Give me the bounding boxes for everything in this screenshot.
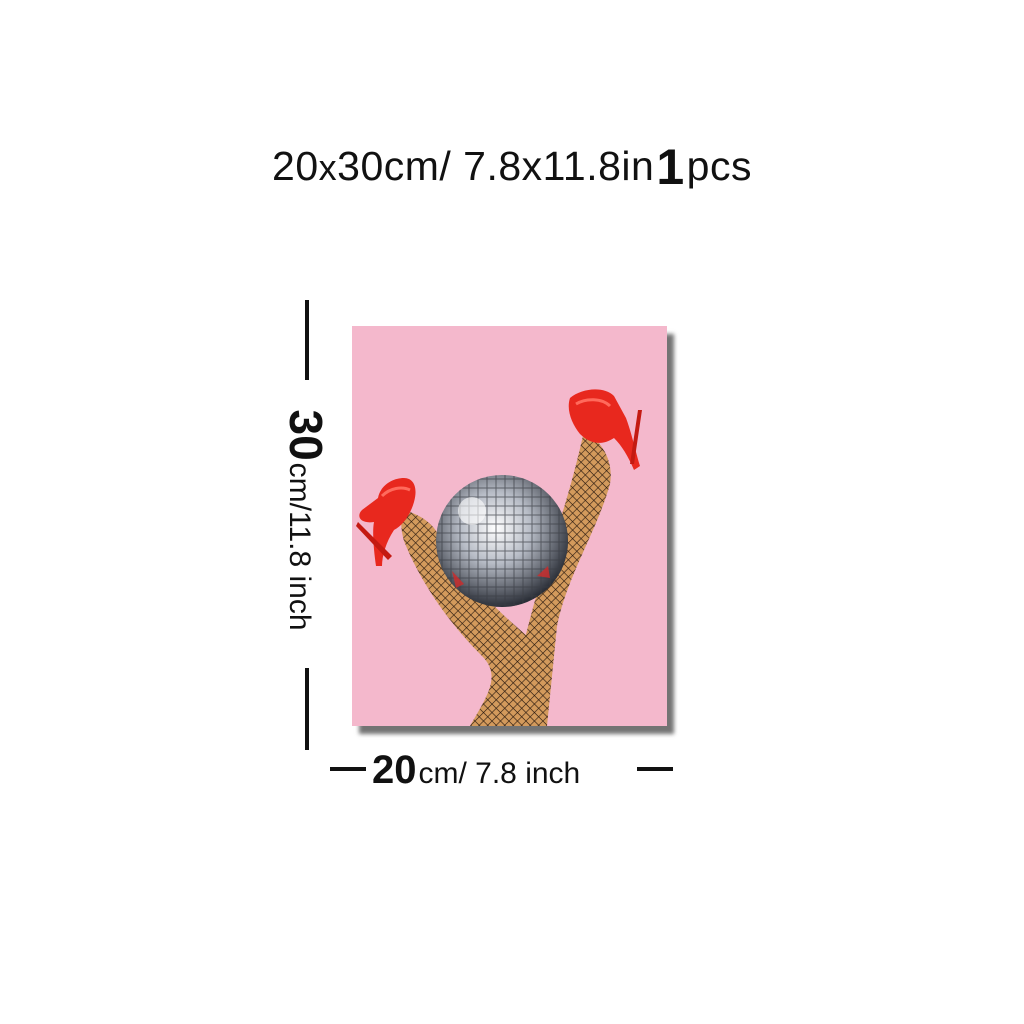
product-size-headline: 20x30cm/ 7.8x11.8in1pcs [0, 138, 1024, 193]
disco-ball [436, 475, 568, 607]
headline-quantity: 1 [656, 139, 685, 195]
left-red-shoe [356, 478, 416, 566]
right-red-shoe [568, 389, 642, 470]
height-dimension-line-bottom [305, 668, 309, 750]
height-unit: cm/11.8 inch [283, 462, 316, 631]
height-dimension-line-top [305, 300, 309, 380]
poster-artwork [356, 389, 642, 726]
height-dimension-label: 30cm/11.8 inch [279, 409, 333, 630]
width-dimension-label: 20cm/ 7.8 inch [372, 748, 580, 793]
width-unit: cm/ 7.8 inch [418, 757, 581, 790]
headline-width: 20 [272, 143, 319, 189]
left-leg [401, 511, 544, 726]
headline-times: x [318, 147, 338, 188]
poster-image [352, 326, 667, 726]
headline-size: 30cm/ 7.8x11.8in [337, 143, 655, 189]
width-dimension-line-right [637, 767, 673, 771]
width-dimension-line-left [330, 767, 366, 771]
height-value: 30 [280, 409, 332, 461]
width-value: 20 [372, 748, 417, 792]
headline-unit: pcs [686, 143, 752, 189]
